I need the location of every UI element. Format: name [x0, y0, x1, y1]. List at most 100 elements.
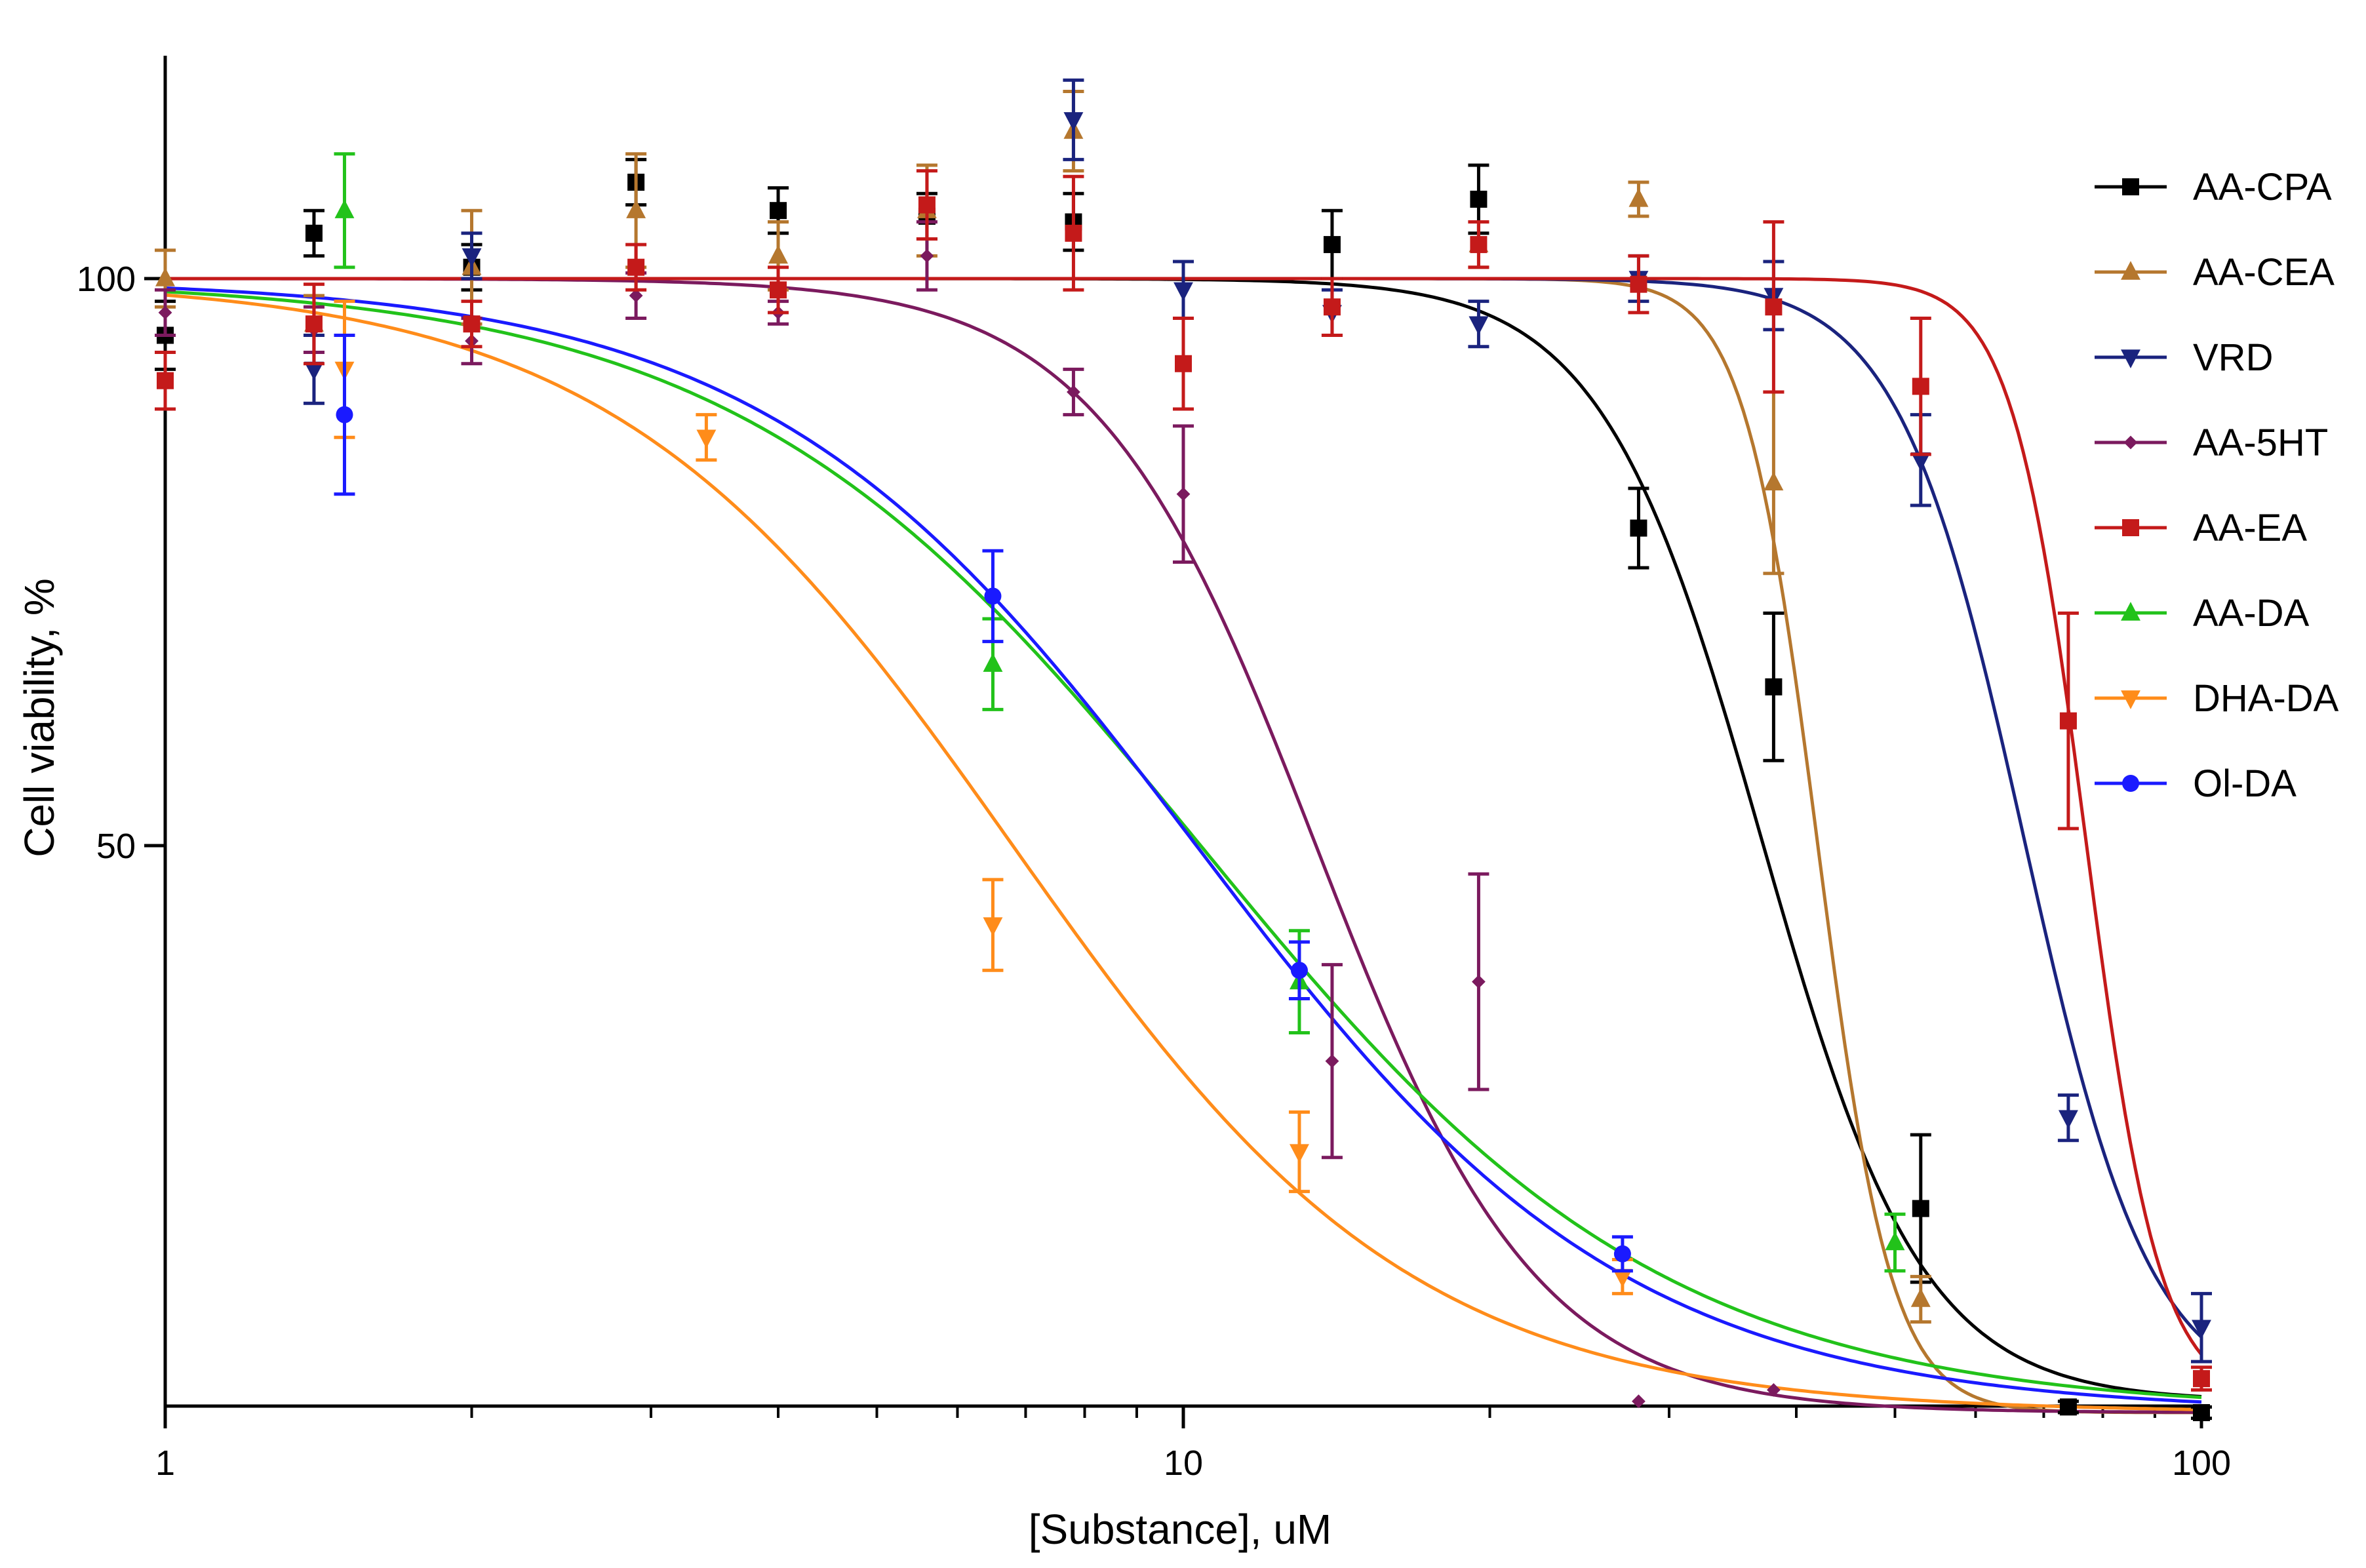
- data-point: [768, 245, 788, 264]
- series-aa-da: [334, 152, 1906, 1273]
- data-point: [1290, 1144, 1309, 1163]
- legend-marker: [2121, 602, 2140, 621]
- legend-marker: [2121, 261, 2140, 280]
- data-point: [1912, 1200, 1929, 1217]
- series-vrd: [303, 78, 2212, 1363]
- data-point: [1470, 236, 1488, 254]
- fit-curve-ol-da: [165, 286, 2202, 1404]
- series-aa-ea: [155, 169, 2212, 1392]
- data-point: [1065, 224, 1082, 242]
- y-tick-label: 100: [77, 260, 136, 299]
- data-point: [1472, 975, 1486, 989]
- data-point: [629, 288, 643, 303]
- legend-label: AA-5HT: [2193, 421, 2328, 464]
- data-point: [984, 587, 1002, 605]
- fit-curve-aa-da: [165, 290, 2202, 1400]
- data-points: [155, 78, 2212, 1421]
- data-point: [1613, 1245, 1631, 1263]
- legend-item-aa-cpa: AA-CPA: [2095, 166, 2332, 208]
- series-ol-da: [334, 334, 1633, 1273]
- data-point: [1628, 188, 1649, 207]
- data-point: [462, 248, 482, 267]
- data-point: [983, 917, 1003, 936]
- legend-marker: [2121, 349, 2140, 368]
- data-point: [696, 429, 717, 449]
- y-tick-label: 50: [96, 827, 136, 866]
- data-point: [158, 305, 172, 320]
- data-point: [920, 249, 934, 263]
- data-point: [1323, 236, 1341, 254]
- data-point: [1765, 298, 1783, 316]
- legend-marker: [2121, 690, 2140, 709]
- legend-label: Ol-DA: [2193, 762, 2297, 805]
- data-point: [1325, 1054, 1339, 1068]
- legend: AA-CPA AA-CEA VRD AA-5HT AA-EA AA-DA DHA-DA Ol-…: [2095, 166, 2339, 805]
- x-tick-label: 100: [2172, 1443, 2231, 1483]
- data-point: [1063, 112, 1084, 131]
- data-point: [157, 372, 174, 389]
- legend-label: AA-CPA: [2193, 166, 2332, 208]
- legend-item-ol-da: Ol-DA: [2095, 762, 2297, 805]
- data-point: [1910, 1288, 1931, 1307]
- legend-label: DHA-DA: [2193, 677, 2339, 720]
- data-point: [1470, 190, 1488, 208]
- data-point: [1630, 275, 1647, 293]
- legend-item-aa-cea: AA-CEA: [2095, 251, 2335, 294]
- data-point: [2193, 1404, 2210, 1421]
- legend-item-aa-ea: AA-EA: [2095, 507, 2307, 549]
- series-aa-cea: [155, 90, 1931, 1324]
- legend-marker: [2123, 435, 2138, 450]
- legend-item-aa-da: AA-DA: [2095, 592, 2310, 635]
- data-point: [1630, 519, 1647, 537]
- series-dha-da: [334, 300, 1633, 1295]
- data-point: [2192, 1320, 2211, 1339]
- y-ticks: 50 100: [77, 260, 165, 866]
- data-point: [918, 196, 936, 214]
- data-point: [1175, 355, 1192, 372]
- data-point: [155, 267, 175, 286]
- data-point: [2058, 1110, 2078, 1129]
- data-point: [1067, 385, 1080, 399]
- data-point: [463, 315, 481, 333]
- data-point: [1910, 452, 1931, 471]
- data-point: [2059, 712, 2077, 730]
- data-point: [1290, 962, 1308, 979]
- axes: 1 10 100 50 100: [77, 56, 2231, 1483]
- data-point: [1767, 1383, 1781, 1397]
- x-axis-title: [Substance], uM: [1029, 1506, 1331, 1553]
- data-point: [2193, 1370, 2210, 1388]
- data-point: [627, 258, 645, 276]
- fit-curve-dha-da: [165, 293, 2202, 1411]
- data-point: [1765, 678, 1783, 696]
- legend-label: AA-EA: [2193, 507, 2307, 549]
- legend-item-aa-5ht: AA-5HT: [2095, 421, 2328, 464]
- data-point: [304, 361, 324, 381]
- legend-label: AA-DA: [2193, 592, 2310, 635]
- data-point: [626, 199, 646, 218]
- legend-marker: [2122, 178, 2139, 195]
- legend-label: VRD: [2193, 336, 2273, 379]
- series-aa-5ht: [155, 220, 1781, 1409]
- legend-marker: [2122, 775, 2139, 792]
- data-point: [769, 281, 787, 299]
- data-point: [305, 315, 323, 333]
- data-point: [1612, 1268, 1632, 1288]
- data-point: [1469, 316, 1489, 336]
- data-point: [336, 406, 353, 423]
- data-point: [2059, 1398, 2077, 1416]
- data-point: [1176, 487, 1191, 501]
- data-point: [1632, 1394, 1646, 1409]
- data-point: [1173, 282, 1193, 302]
- legend-item-dha-da: DHA-DA: [2095, 677, 2339, 720]
- legend-label: AA-CEA: [2193, 251, 2335, 294]
- y-axis-title: Cell viability, %: [16, 578, 63, 857]
- data-point: [305, 224, 323, 242]
- data-point: [1323, 298, 1341, 316]
- data-point: [1912, 378, 1929, 395]
- x-tick-label: 10: [1164, 1443, 1203, 1483]
- x-ticks: 1 10 100: [155, 1406, 2231, 1483]
- legend-item-vrd: VRD: [2095, 336, 2273, 379]
- x-tick-label: 1: [155, 1443, 175, 1483]
- data-point: [334, 199, 355, 218]
